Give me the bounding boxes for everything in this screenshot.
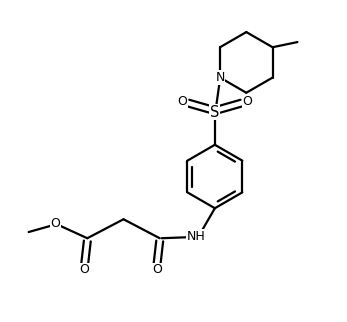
Text: N: N [215, 71, 225, 84]
Text: N: N [215, 71, 225, 84]
Text: S: S [210, 105, 220, 119]
Text: NH: NH [187, 230, 205, 243]
Text: O: O [152, 263, 162, 277]
Text: O: O [243, 95, 253, 108]
Text: O: O [79, 263, 90, 277]
Text: O: O [51, 217, 60, 230]
Text: O: O [177, 95, 187, 108]
